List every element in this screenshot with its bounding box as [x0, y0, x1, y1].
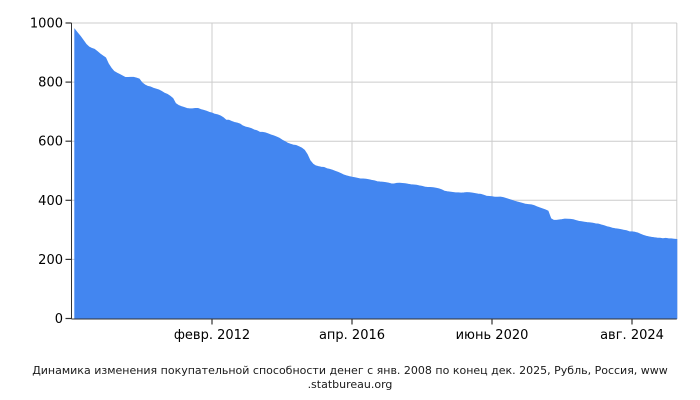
y-axis-label-600: 600 — [38, 135, 63, 150]
chart-title-line2: .statbureau.org — [308, 378, 393, 391]
area-series-layer — [74, 28, 678, 319]
y-axis-label-800: 800 — [38, 76, 63, 91]
y-axis-label-200: 200 — [38, 253, 63, 268]
axes — [65, 22, 677, 325]
x-axis-label-3: авг. 2024 — [600, 328, 664, 343]
y-axis-label-400: 400 — [38, 194, 63, 209]
y-axis-label-1000: 1000 — [30, 17, 63, 32]
x-axis-label-1: апр. 2016 — [319, 328, 385, 343]
purchasing-power-area-series — [74, 28, 678, 319]
axis-labels: 0 200 400 600 800 1000 февр. 2012 апр. 2016 июнь… — [30, 17, 664, 344]
y-axis-label-0: 0 — [55, 312, 63, 327]
x-axis-label-2: июнь 2020 — [456, 328, 529, 343]
chart-title-line1: Динамика изменения покупательной способн… — [32, 364, 668, 377]
x-axis-label-0: февр. 2012 — [174, 328, 250, 343]
